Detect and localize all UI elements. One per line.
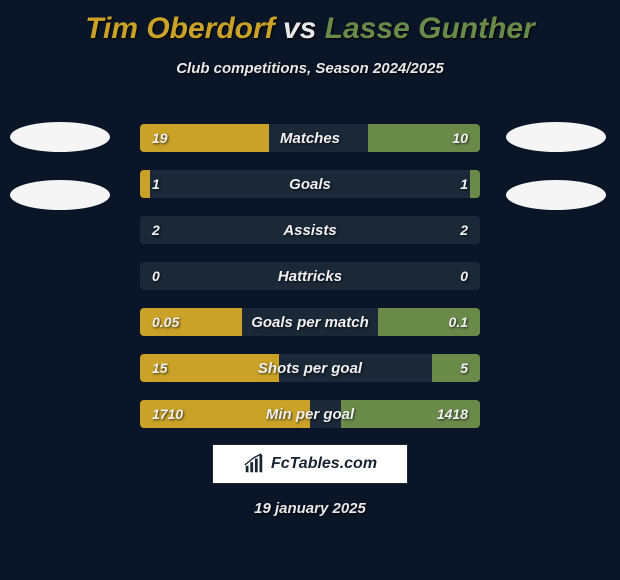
stat-value-player2: 10 bbox=[440, 124, 480, 152]
player1-badges bbox=[10, 122, 110, 210]
stat-row: Hattricks0 0 bbox=[140, 262, 480, 290]
stat-value-player1: 0 bbox=[140, 262, 172, 290]
stat-label: Hattricks bbox=[140, 262, 480, 290]
player2-club-badge bbox=[506, 122, 606, 152]
vs-text: vs bbox=[283, 12, 316, 45]
stat-label: Assists bbox=[140, 216, 480, 244]
watermark: FcTables.com bbox=[212, 444, 408, 484]
player1-name: Tim Oberdorf bbox=[85, 12, 274, 45]
stat-value-player2: 2 bbox=[448, 216, 480, 244]
stat-bars: Matches19 10 Goals1 1 Assists2 2 Hattricks0 0 Go… bbox=[140, 124, 480, 428]
watermark-text: FcTables.com bbox=[271, 455, 377, 473]
stat-value-player2: 5 bbox=[448, 354, 480, 382]
stat-value-player1: 15 bbox=[140, 354, 180, 382]
stat-label: Matches bbox=[140, 124, 480, 152]
stat-row: Shots per goal15 5 bbox=[140, 354, 480, 382]
stat-value-player1: 0.05 bbox=[140, 308, 191, 336]
player2-badges bbox=[506, 122, 606, 210]
player1-club-badge bbox=[10, 122, 110, 152]
stat-value-player1: 1 bbox=[140, 170, 172, 198]
stat-value-player1: 2 bbox=[140, 216, 172, 244]
stat-row: Goals per match0.050.1 bbox=[140, 308, 480, 336]
chart-icon bbox=[243, 453, 265, 475]
stat-value-player2: 0.1 bbox=[437, 308, 480, 336]
stat-value-player2: 1418 bbox=[425, 400, 480, 428]
player2-name: Lasse Gunther bbox=[325, 12, 535, 45]
stat-label: Goals bbox=[140, 170, 480, 198]
subtitle: Club competitions, Season 2024/2025 bbox=[0, 60, 620, 77]
stat-row: Goals1 1 bbox=[140, 170, 480, 198]
player2-club-badge bbox=[506, 180, 606, 210]
stat-value-player2: 0 bbox=[448, 262, 480, 290]
stat-row: Matches19 10 bbox=[140, 124, 480, 152]
stat-value-player1: 19 bbox=[140, 124, 180, 152]
stat-value-player1: 1710 bbox=[140, 400, 195, 428]
comparison-title: Tim Oberdorf vs Lasse Gunther bbox=[0, 0, 620, 46]
player1-club-badge bbox=[10, 180, 110, 210]
stat-value-player2: 1 bbox=[448, 170, 480, 198]
snapshot-date: 19 january 2025 bbox=[0, 500, 620, 517]
stat-row: Assists2 2 bbox=[140, 216, 480, 244]
stat-row: Min per goal17101418 bbox=[140, 400, 480, 428]
stat-label: Shots per goal bbox=[140, 354, 480, 382]
